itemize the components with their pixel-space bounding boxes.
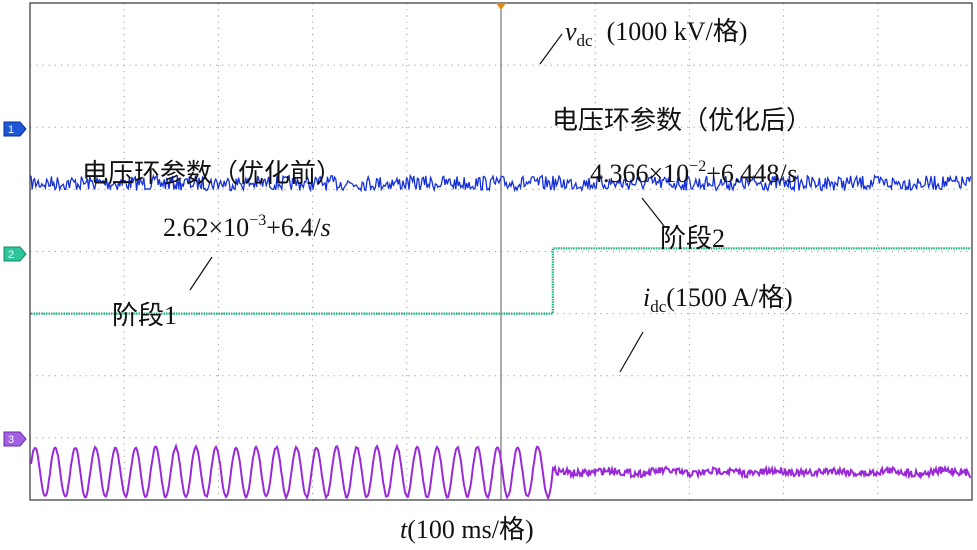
series-stage-line bbox=[31, 247, 971, 315]
leader-stage2 bbox=[641, 197, 665, 227]
channel-marker-3: 3 bbox=[3, 431, 27, 447]
series-vdc-line bbox=[30, 173, 972, 193]
label-after-formula: 4.366×10−2+6.448/s bbox=[590, 158, 797, 188]
label-stage1: 阶段1 bbox=[112, 301, 177, 330]
label-stage2: 阶段2 bbox=[660, 224, 725, 253]
grid bbox=[30, 3, 972, 500]
trigger-marker bbox=[496, 3, 506, 10]
label-before-title: 电压环参数（优化前） bbox=[82, 159, 342, 188]
label-before-formula: 2.62×10−3+6.4/s bbox=[163, 212, 331, 242]
leader-vdc bbox=[539, 33, 563, 65]
leader-stage1 bbox=[189, 256, 213, 291]
label-after-title: 电压环参数（优化后） bbox=[552, 106, 812, 135]
svg-text:3: 3 bbox=[8, 434, 14, 446]
label-vdc: vdc (1000 kV/格) bbox=[565, 17, 747, 50]
svg-text:2: 2 bbox=[8, 249, 14, 261]
svg-text:1: 1 bbox=[8, 124, 14, 136]
x-axis-label: t(100 ms/格) bbox=[400, 515, 534, 544]
channel-marker-2: 2 bbox=[3, 246, 27, 262]
series-idc-line bbox=[30, 442, 972, 501]
label-idc: idc(1500 A/格) bbox=[643, 283, 793, 316]
channel-marker-1: 1 bbox=[3, 121, 27, 137]
leader-idc bbox=[619, 331, 644, 373]
